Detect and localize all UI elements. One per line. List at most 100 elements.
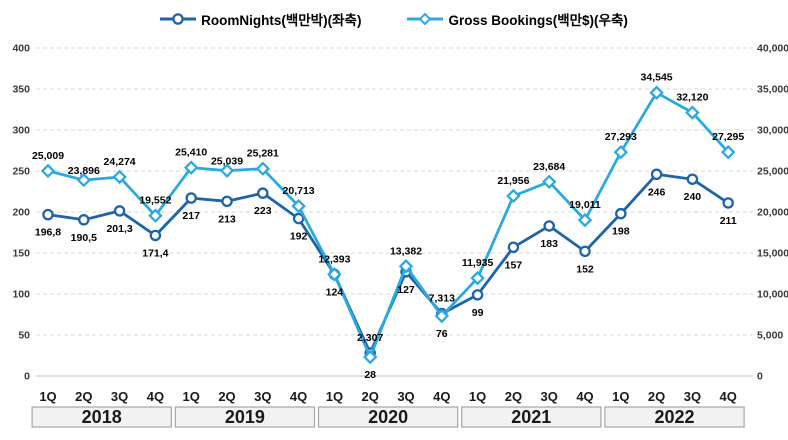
left-axis-tick: 50 xyxy=(18,330,30,342)
gross-bookings-value-label: 11,935 xyxy=(462,257,494,269)
gross-bookings-value-label: 19,011 xyxy=(569,199,601,211)
year-label: 2021 xyxy=(511,407,551,427)
circle-marker xyxy=(185,192,197,204)
gross-bookings-value-label: 25,009 xyxy=(32,150,64,162)
circle-marker xyxy=(221,195,233,208)
diamond-marker xyxy=(255,161,271,176)
quarter-tick-label: 3Q xyxy=(254,389,271,404)
quarter-tick-label: 4Q xyxy=(720,389,737,404)
diamond-marker xyxy=(183,160,199,175)
left-axis-tick: 300 xyxy=(12,125,30,137)
gross-bookings-value-label: 23,684 xyxy=(533,161,565,173)
left-axis-tick: 200 xyxy=(12,207,30,219)
roomnights-value-label: 152 xyxy=(576,263,594,275)
diamond-marker xyxy=(291,198,306,214)
roomnights-value-label: 99 xyxy=(472,307,484,319)
legend-diamond-marker xyxy=(419,12,432,26)
left-axis-tick: 250 xyxy=(12,166,30,178)
legend-item-gross-bookings: Gross Bookings(백만$)(우축) xyxy=(407,9,628,29)
roomnights-value-label: 213 xyxy=(218,213,236,225)
circle-marker xyxy=(650,168,663,181)
legend-label-gross-bookings: Gross Bookings(백만$)(우축) xyxy=(448,13,628,28)
left-axis-tick: 0 xyxy=(24,371,30,383)
gross-bookings-value-label: 20,713 xyxy=(283,185,315,197)
right-axis-tick-labels: 0 5,000 10,000 15,000 20,000 25,000 30,000 35,0… xyxy=(757,43,788,383)
quarter-tick-label: 2Q xyxy=(362,389,379,404)
right-axis-tick: 15,000 xyxy=(757,248,788,260)
circle-marker xyxy=(579,245,591,258)
roomnights-value-label: 124 xyxy=(326,286,344,298)
roomnights-value-label: 240 xyxy=(684,191,702,203)
year-label: 2022 xyxy=(654,407,694,427)
gross-bookings-value-label: 13,382 xyxy=(390,245,422,257)
right-axis-tick: 40,000 xyxy=(757,43,788,55)
diamond-marker xyxy=(685,105,700,120)
gross-bookings-value-label: 25,039 xyxy=(211,156,243,168)
quarter-axis-labels: 1Q 2Q 3Q 4Q 1Q 2Q 3Q 4Q 1Q 2Q 3Q 4Q 1Q 2Q 3Q 4Q 1Q 2Q 3Q 4Q xyxy=(39,389,737,404)
circle-marker xyxy=(543,220,555,232)
gross-bookings-value-label: 27,293 xyxy=(605,131,637,143)
quarter-tick-label: 2Q xyxy=(75,389,92,404)
gross-bookings-value-label: 7,313 xyxy=(429,293,455,305)
circle-marker xyxy=(471,289,484,301)
right-axis-tick: 30,000 xyxy=(757,125,788,137)
gross-bookings-value-label: 2,307 xyxy=(357,332,383,344)
chart-legend: RoomNights(백만박)(좌축) Gross Bookings(백만$)(… xyxy=(0,6,788,32)
quarter-tick-label: 1Q xyxy=(183,389,200,404)
year-label: 2020 xyxy=(368,407,408,427)
diamond-marker xyxy=(327,267,342,282)
gross-bookings-value-label: 25,410 xyxy=(175,147,207,159)
quarter-tick-label: 1Q xyxy=(612,389,629,404)
quarter-tick-label: 3Q xyxy=(397,389,414,404)
legend-circle-marker xyxy=(172,13,184,25)
gross-bookings-value-label: 32,120 xyxy=(676,92,708,104)
circle-marker xyxy=(113,205,126,217)
quarter-tick-label: 2Q xyxy=(218,389,235,404)
gross-bookings-series xyxy=(40,85,736,365)
right-axis-tick: 10,000 xyxy=(757,289,788,301)
roomnights-value-label: 28 xyxy=(364,369,376,381)
diamond-marker xyxy=(470,270,485,286)
roomnights-value-label: 76 xyxy=(436,328,448,340)
roomnights-value-label: 171,4 xyxy=(142,247,168,259)
gross-bookings-value-label: 19,552 xyxy=(139,195,171,207)
diamond-marker xyxy=(613,144,629,160)
roomnights-value-label: 157 xyxy=(505,259,523,271)
gross-bookings-value-label: 25,281 xyxy=(247,148,279,160)
quarter-tick-label: 3Q xyxy=(684,389,701,404)
gross-bookings-value-label: 24,274 xyxy=(104,156,136,168)
gross-bookings-value-label: 23,896 xyxy=(68,165,100,177)
circle-marker xyxy=(257,187,269,199)
year-band-box xyxy=(317,406,459,428)
circle-marker xyxy=(686,173,699,185)
roomnights-value-label: 198 xyxy=(612,226,630,238)
diamond-marker xyxy=(398,259,414,274)
circle-marker xyxy=(507,241,520,254)
circle-marker xyxy=(42,208,54,221)
roomnights-value-label: 217 xyxy=(182,210,200,222)
circle-marker xyxy=(722,197,734,209)
quarter-tick-label: 4Q xyxy=(290,389,307,404)
data-labels: 25,009 23,896 24,274 19,552 25,410 25,039 25,2… xyxy=(32,72,744,381)
year-label: 2019 xyxy=(225,407,265,427)
diamond-marker xyxy=(148,208,163,223)
diamond-marker xyxy=(649,85,664,100)
year-group-band: 2018 2019 2020 2021 2022 xyxy=(31,406,745,428)
left-axis-tick: 100 xyxy=(12,289,30,301)
diamond-marker xyxy=(577,212,593,228)
roomnights-value-label: 192 xyxy=(290,231,308,243)
year-band-box xyxy=(174,406,316,428)
gross-bookings-value-label: 27,295 xyxy=(712,131,744,143)
year-band-box xyxy=(604,406,745,428)
roomnights-value-label: 246 xyxy=(648,186,666,198)
year-band-box xyxy=(461,406,602,428)
diamond-marker xyxy=(506,188,521,204)
left-axis-tick: 150 xyxy=(12,248,30,260)
roomnights-value-label: 223 xyxy=(254,205,272,217)
roomnights-value-label: 211 xyxy=(720,215,737,227)
roomnights-value-label: 201,3 xyxy=(106,223,132,235)
right-axis-tick: 20,000 xyxy=(757,207,788,219)
diamond-marker xyxy=(362,349,378,365)
